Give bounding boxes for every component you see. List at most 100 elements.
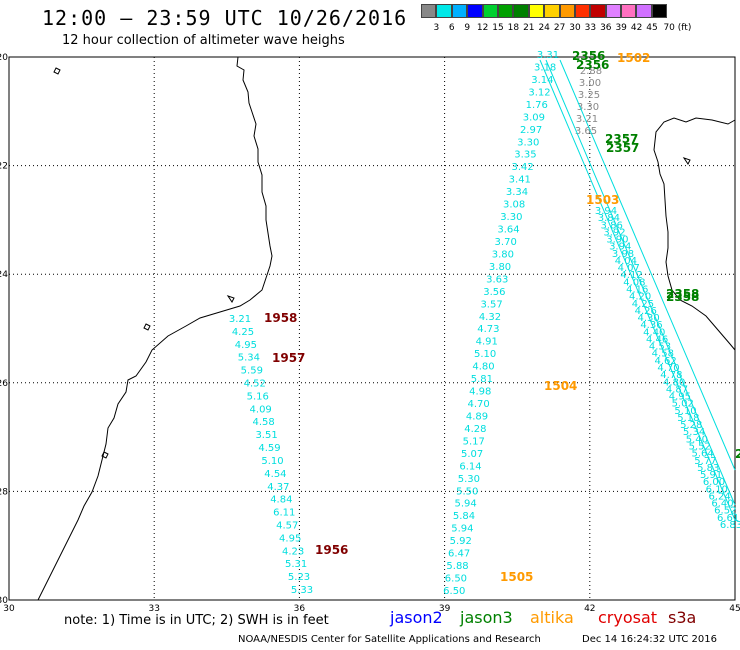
time-label: 1502: [617, 51, 650, 65]
color-swatch-7: [528, 4, 545, 18]
swh-value-track2: 4.89: [466, 411, 488, 422]
color-swatch-6: [513, 4, 529, 18]
swh-value-track1: 4.09: [250, 404, 272, 415]
swh-value-track1: 4.95: [235, 340, 257, 351]
swh-value-track1: 3.21: [229, 314, 251, 325]
time-label: 1504: [544, 379, 577, 393]
swh-value-track2: 3.80: [489, 262, 511, 273]
color-scale-label: 39: [615, 23, 627, 33]
swh-value-track3: 3.86: [601, 220, 623, 231]
swh-value-track2: 5.10: [474, 349, 496, 360]
color-swatch-15: [651, 4, 668, 18]
swh-value-track3: 6.61: [717, 513, 739, 524]
swh-value-track2: 3.30: [517, 137, 539, 148]
legend-item-s3a: s3a: [668, 608, 697, 627]
lat-label: -26: [0, 379, 8, 389]
swh-value-track2: 3.41: [509, 175, 531, 186]
swh-value-track3: 3.90: [606, 235, 628, 246]
color-swatch-10: [574, 4, 591, 18]
swh-value-track2: 5.81: [471, 374, 493, 385]
color-scale-label: 6: [448, 23, 455, 33]
swh-value-track2: 5.92: [450, 536, 472, 547]
swh-value-track2: 3.42: [511, 162, 533, 173]
color-scale-label: 15: [492, 23, 504, 33]
graticule: [9, 57, 735, 600]
color-swatch-12: [605, 4, 622, 18]
time-label: 1505: [500, 570, 533, 584]
swh-value-track2: 4.91: [476, 337, 498, 348]
swh-value-track1: 5.33: [291, 585, 313, 596]
color-scale-label: 18: [507, 23, 520, 33]
swh-value-track3: 3.94: [595, 206, 617, 217]
swh-value-track3: 3.98: [612, 249, 634, 260]
swh-value-track2: 3.35: [514, 150, 536, 161]
swh-value-track3: 4.70: [657, 363, 679, 374]
swh-value-track3: 4.80: [663, 377, 685, 388]
color-swatch-14: [636, 4, 652, 18]
swh-value-track1: 4.57: [276, 520, 298, 531]
color-swatch-3: [467, 4, 483, 18]
lon-label: 42: [584, 604, 595, 614]
swh-value-track3: 5.28: [680, 420, 702, 431]
swh-value-track3: 5.18: [677, 413, 699, 424]
coastline: [37, 56, 736, 601]
lat-label: -22: [0, 162, 8, 172]
time-label: 2357: [606, 141, 639, 155]
swh-value-track3: 3.92: [603, 227, 625, 238]
color-scale-label: 3: [433, 23, 440, 33]
swh-value-track3: 4.40: [643, 327, 665, 338]
swh-value-track1: 5.59: [241, 366, 263, 377]
swh-value-track1: 4.52: [244, 379, 266, 390]
swath-line: [539, 59, 736, 521]
axis-labels: 30 33 36 39 42 45 -20 -22 -24 -26 -28 -30: [0, 53, 740, 614]
color-scale-label: 12: [476, 23, 489, 33]
time-label: 1503: [586, 193, 619, 207]
color-scale-label: 36: [600, 23, 612, 33]
swath-line: [559, 59, 736, 471]
swh-value-track3: 4.25: [632, 299, 654, 310]
swh-value-track3: 5.91: [700, 470, 722, 481]
swh-value-track3: 3.94: [609, 242, 631, 253]
color-swatch-1: [436, 4, 452, 18]
island-3: [143, 323, 151, 331]
color-swatch-4: [482, 4, 498, 18]
timestamp-text: Dec 14 16:24:32 UTC 2016: [582, 634, 717, 645]
swh-value-track1: 5.34: [238, 353, 260, 364]
swh-value-track1: 5.31: [285, 559, 307, 570]
time-label: 2357: [605, 132, 638, 146]
legend-item-jason2: jason2: [390, 608, 443, 627]
swh-value-track2: 6.14: [459, 461, 481, 472]
swh-value-track2: 5.94: [455, 499, 477, 510]
lon-label: 33: [148, 604, 159, 614]
lat-label: -28: [0, 487, 8, 497]
lon-label: 36: [294, 604, 306, 614]
swh-value-track2: 6.50: [443, 586, 465, 597]
color-scale-label: 42: [630, 23, 643, 33]
lat-label: -24: [0, 270, 8, 280]
color-scale-label: 21: [523, 23, 535, 33]
swh-value-track3: 4.30: [637, 313, 659, 324]
island-2: [101, 451, 109, 459]
island-1: [53, 67, 61, 75]
swh-value-track2: 3.57: [480, 299, 502, 310]
swh-value-track2: 3.09: [523, 112, 545, 123]
swh-value-track2: 4.28: [464, 424, 486, 435]
swh-value-track3: 4.95: [669, 392, 691, 403]
color-scale-label: 30: [569, 23, 581, 33]
swh-value-track2: 5.07: [461, 449, 483, 460]
swh-value-track3: 4.36: [640, 320, 662, 331]
swh-value-track3: 5.34: [683, 427, 705, 438]
swh-value-track3: 5.52: [689, 442, 711, 453]
color-swatch-11: [590, 4, 606, 18]
lon-label: 39: [439, 604, 451, 614]
color-scale-label: 27: [553, 23, 566, 33]
color-scale-label: 45: [646, 23, 658, 33]
island-4: [682, 157, 691, 165]
time-label: 1956: [315, 543, 348, 557]
footer-note: note: 1) Time is in UTC; 2) SWH is in fe…: [64, 613, 329, 628]
swh-value-track2: 4.32: [479, 312, 501, 323]
swh-value-track3: 5.64: [691, 449, 713, 460]
swh-value-track2: 5.94: [451, 524, 473, 535]
color-scale: [421, 4, 668, 22]
